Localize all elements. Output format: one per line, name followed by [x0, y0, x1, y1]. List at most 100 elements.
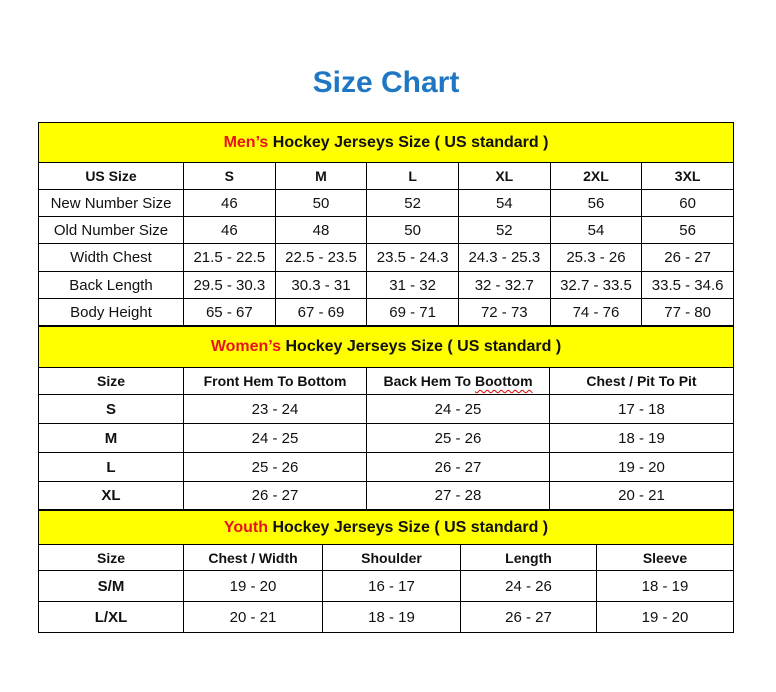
- youth-banner: Youth Hockey Jerseys Size ( US standard …: [38, 510, 734, 545]
- women-table: Women’s Hockey Jerseys Size ( US standar…: [38, 326, 734, 510]
- table-cell: 25 - 26: [366, 423, 550, 453]
- table-cell: 52: [457, 216, 551, 244]
- table-cell: Back Length: [38, 271, 184, 299]
- women-banner-highlight: Women’s: [210, 338, 282, 355]
- table-cell: 32.7 - 33.5: [549, 271, 643, 299]
- header-cell: Chest / Pit To Pit: [549, 367, 734, 395]
- table-cell: 52: [366, 189, 459, 217]
- table-cell: 25 - 26: [183, 452, 367, 482]
- table-cell: 21.5 - 22.5: [183, 243, 276, 272]
- table-cell: 26 - 27: [366, 452, 550, 482]
- table-cell: L: [366, 162, 459, 190]
- youth-header-row: Size Chest / Width Shoulder Length Sleeve: [38, 544, 734, 571]
- table-cell: 26 - 27: [460, 601, 597, 633]
- table-cell: 48: [274, 216, 368, 244]
- table-cell: 54: [549, 216, 643, 244]
- table-cell: 2XL: [549, 162, 643, 190]
- table-cell: 50: [274, 189, 368, 217]
- table-cell: S: [38, 394, 184, 424]
- table-row: XL 26 - 27 27 - 28 20 - 21: [38, 481, 734, 510]
- table-row: Body Height 65 - 67 67 - 69 69 - 71 72 - 73 7…: [38, 298, 734, 326]
- table-cell: 46: [183, 189, 276, 217]
- table-row: New Number Size 46 50 52 54 56 60: [38, 189, 734, 217]
- table-cell: 18 - 19: [596, 570, 734, 602]
- table-cell: 74 - 76: [549, 298, 643, 326]
- table-cell: 65 - 67: [183, 298, 276, 326]
- table-cell: 23.5 - 24.3: [366, 243, 459, 272]
- table-cell: 27 - 28: [366, 481, 550, 510]
- table-cell: XL: [457, 162, 551, 190]
- women-banner-text: Hockey Jerseys Size ( US standard ): [281, 338, 562, 355]
- table-cell: 24.3 - 25.3: [457, 243, 551, 272]
- table-cell: 54: [457, 189, 551, 217]
- misspelled-word: Boottom: [475, 373, 533, 389]
- table-row: L/XL 20 - 21 18 - 19 26 - 27 19 - 20: [38, 601, 734, 633]
- table-cell: 26 - 27: [641, 243, 734, 272]
- table-cell: M: [38, 423, 184, 453]
- women-header-row: Size Front Hem To Bottom Back Hem To Boo…: [38, 367, 734, 395]
- header-cell: Front Hem To Bottom: [183, 367, 367, 395]
- table-cell: Size: [38, 544, 184, 571]
- header-cell: Size: [38, 367, 184, 395]
- table-cell: 18 - 19: [322, 601, 461, 633]
- table-cell: 24 - 26: [460, 570, 597, 602]
- women-banner: Women’s Hockey Jerseys Size ( US standar…: [38, 326, 734, 368]
- youth-banner-highlight: Youth: [223, 518, 268, 536]
- table-row: S 23 - 24 24 - 25 17 - 18: [38, 394, 734, 424]
- table-cell: Width Chest: [38, 243, 184, 272]
- youth-banner-text: Hockey Jerseys Size ( US standard ): [268, 518, 549, 536]
- table-cell: 20 - 21: [183, 601, 323, 633]
- table-cell: XL: [38, 481, 184, 510]
- table-row: Old Number Size 46 48 50 52 54 56: [38, 216, 734, 244]
- table-row: M 24 - 25 25 - 26 18 - 19: [38, 423, 734, 453]
- table-cell: M: [274, 162, 368, 190]
- table-cell: Sleeve: [596, 544, 734, 571]
- table-cell: L: [38, 452, 184, 482]
- table-cell: 56: [641, 216, 734, 244]
- table-cell: US Size: [38, 162, 184, 190]
- men-table: Men’s Hockey Jerseys Size ( US standard …: [38, 122, 734, 326]
- table-cell: 30.3 - 31: [274, 271, 368, 299]
- header-text: Back Hem To: [383, 373, 475, 389]
- table-cell: 17 - 18: [549, 394, 734, 424]
- table-cell: 25.3 - 26: [549, 243, 643, 272]
- table-cell: 19 - 20: [549, 452, 734, 482]
- table-cell: Length: [460, 544, 597, 571]
- table-cell: 50: [366, 216, 459, 244]
- header-cell: Back Hem To Boottom: [366, 367, 550, 395]
- table-cell: Old Number Size: [38, 216, 184, 244]
- table-cell: Chest / Width: [183, 544, 323, 571]
- table-cell: S: [183, 162, 276, 190]
- table-cell: 19 - 20: [596, 601, 734, 633]
- men-banner-highlight: Men’s: [223, 133, 269, 151]
- table-cell: 60: [641, 189, 734, 217]
- table-cell: 20 - 21: [549, 481, 734, 510]
- table-row: S/M 19 - 20 16 - 17 24 - 26 18 - 19: [38, 570, 734, 602]
- men-banner-text: Hockey Jerseys Size ( US standard ): [268, 133, 549, 151]
- table-cell: 23 - 24: [183, 394, 367, 424]
- table-cell: 33.5 - 34.6: [641, 271, 734, 299]
- men-header-row: US Size S M L XL 2XL 3XL: [38, 162, 734, 190]
- table-cell: 29.5 - 30.3: [183, 271, 276, 299]
- table-cell: 18 - 19: [549, 423, 734, 453]
- table-cell: 72 - 73: [457, 298, 551, 326]
- table-cell: L/XL: [38, 601, 184, 633]
- table-cell: 67 - 69: [274, 298, 368, 326]
- table-cell: 3XL: [641, 162, 734, 190]
- table-cell: 24 - 25: [366, 394, 550, 424]
- table-cell: 31 - 32: [366, 271, 459, 299]
- table-row: Width Chest 21.5 - 22.5 22.5 - 23.5 23.5 - …: [38, 243, 734, 272]
- table-cell: 46: [183, 216, 276, 244]
- table-cell: 32 - 32.7: [457, 271, 551, 299]
- table-cell: S/M: [38, 570, 184, 602]
- table-cell: 19 - 20: [183, 570, 323, 602]
- table-row: L 25 - 26 26 - 27 19 - 20: [38, 452, 734, 482]
- table-cell: 77 - 80: [641, 298, 734, 326]
- table-cell: 69 - 71: [366, 298, 459, 326]
- table-cell: 26 - 27: [183, 481, 367, 510]
- youth-table: Youth Hockey Jerseys Size ( US standard …: [38, 510, 734, 633]
- men-banner: Men’s Hockey Jerseys Size ( US standard …: [38, 122, 734, 163]
- table-cell: Body Height: [38, 298, 184, 326]
- table-cell: 22.5 - 23.5: [274, 243, 368, 272]
- page-title: Size Chart: [312, 66, 460, 99]
